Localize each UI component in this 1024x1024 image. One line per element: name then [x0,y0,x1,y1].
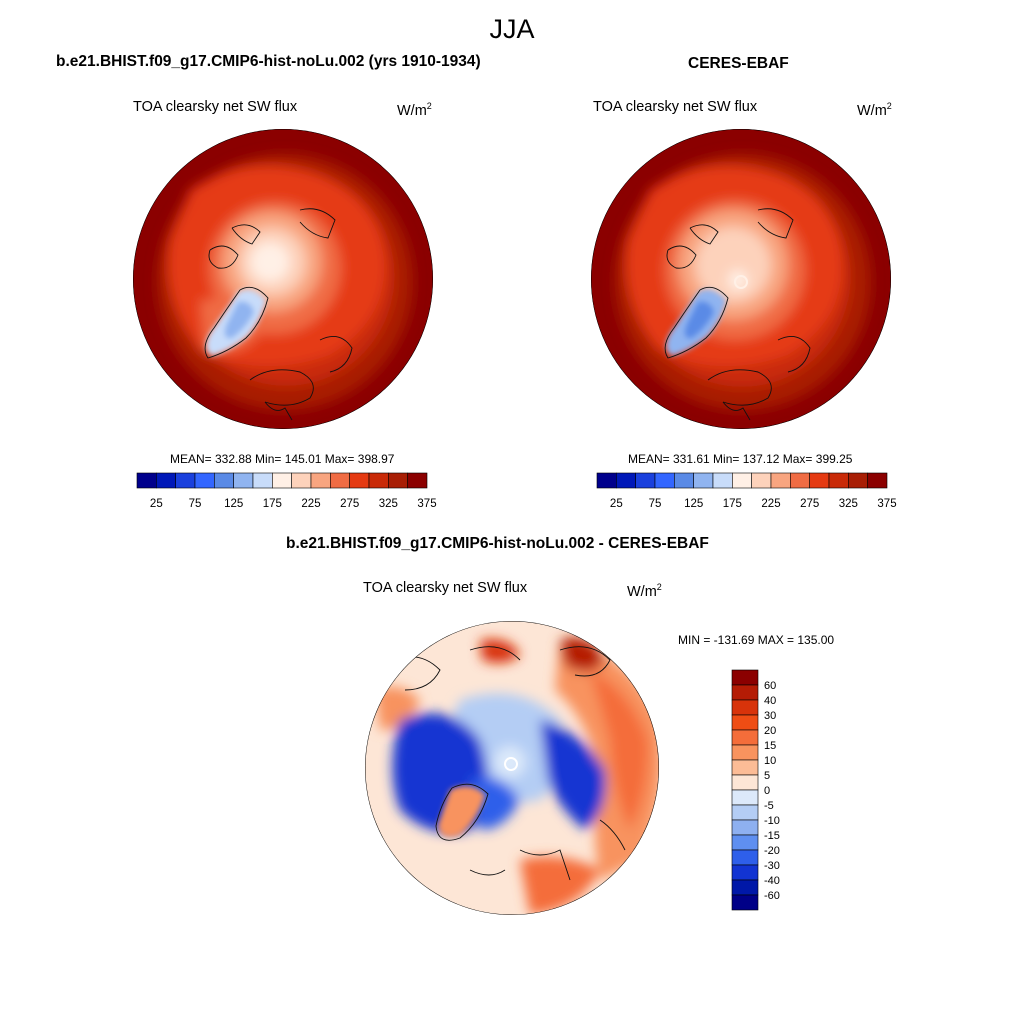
colorbar-swatch [790,472,810,489]
colorbar-label: 5 [764,770,770,782]
colorbar-swatch [616,472,636,489]
colorbar-label: -5 [764,800,774,812]
colorbar-swatch [731,729,759,746]
colorbar-label: -20 [764,845,780,857]
colorbar-tick-label: 75 [649,498,662,510]
colorbar-swatch [136,472,157,489]
colorbar-swatch [731,894,759,911]
colorbar-tick-label: 375 [877,498,896,510]
colorbar-swatch [388,472,408,489]
colorbar-swatch [809,472,830,489]
colorbar-swatch [712,472,733,489]
colorbar-swatch [291,472,312,489]
colorbar-tick-label: 375 [417,498,436,510]
colorbar-swatch [310,472,331,489]
colorbar-swatch [731,699,759,716]
colorbar-tick-label: 25 [150,498,163,510]
panel-3-colorbar: 60 40 30 20 15 10 5 0 -5 -10 -15 -20 -30 -40 -60 [731,669,780,911]
panel-1-stats: MEAN= 332.88 Min= 145.01 Max= 398.97 [170,452,395,466]
colorbar-swatch [693,472,714,489]
panel-2-stats: MEAN= 331.61 Min= 137.12 Max= 399.25 [628,452,853,466]
colorbar-swatch [175,472,196,489]
colorbar-swatch [731,879,759,896]
colorbar-label: 15 [764,740,776,752]
colorbar-swatch [596,472,617,489]
colorbar-label: -10 [764,815,780,827]
colorbar-swatch [674,472,694,489]
colorbar-tick-label: 275 [340,498,359,510]
colorbar-swatch [368,472,389,489]
figure-title: JJA [489,14,535,44]
panel-3-title: b.e21.BHIST.f09_g17.CMIP6-hist-noLu.002 … [286,535,709,552]
colorbar-swatch [214,472,234,489]
colorbar-label: 10 [764,755,776,767]
colorbar-swatch [828,472,849,489]
colorbar-swatch [407,472,428,489]
colorbar-label: 20 [764,725,776,737]
colorbar-swatch [732,472,752,489]
colorbar-tick-label: 25 [610,498,623,510]
colorbar-swatch [252,472,273,489]
colorbar-swatch [731,684,759,701]
colorbar-swatch [731,759,759,776]
colorbar-tick-label: 225 [301,498,320,510]
panel-3-units: W/m2 [627,582,662,600]
colorbar-tick-label: 125 [684,498,703,510]
colorbar-swatch [349,472,370,489]
colorbar-label: -30 [764,860,780,872]
colorbar-tick-label: 75 [189,498,202,510]
panel-3-map [365,621,659,915]
colorbar-label: -40 [764,875,780,887]
colorbar-swatch [751,472,772,489]
colorbar-swatch [848,472,868,489]
colorbar-swatch [194,472,215,489]
panel-1-title: b.e21.BHIST.f09_g17.CMIP6-hist-noLu.002 … [56,53,481,70]
colorbar-label: 40 [764,695,776,707]
colorbar-swatch [731,714,759,731]
colorbar-tick-label: 175 [723,498,742,510]
panel-2-colorbar: 25 75 125 175 225 275 325 375 [596,472,897,510]
colorbar-swatch [731,744,759,761]
colorbar-swatch [156,472,176,489]
colorbar-swatch [654,472,675,489]
colorbar-swatch [330,472,350,489]
colorbar-swatch [731,804,759,821]
panel-2-variable: TOA clearsky net SW flux [593,99,758,115]
colorbar-swatch [233,472,254,489]
colorbar-swatch [731,864,759,881]
colorbar-label: -60 [764,890,780,902]
colorbar-swatch [731,669,759,686]
panel-3-stats: MIN = -131.69 MAX = 135.00 [678,633,835,647]
panel-2-map [591,129,891,429]
colorbar-tick-label: 325 [839,498,858,510]
panel-2-title: CERES-EBAF [688,55,789,72]
colorbar-label: 0 [764,785,770,797]
colorbar-tick-label: 325 [379,498,398,510]
colorbar-swatch [731,819,759,836]
colorbar-label: 60 [764,680,776,692]
colorbar-label: -15 [764,830,780,842]
colorbar-swatch [770,472,791,489]
colorbar-swatch [731,789,759,806]
panel-1-units: W/m2 [397,101,432,119]
colorbar-swatch [731,774,759,791]
colorbar-label: 30 [764,710,776,722]
colorbar-swatch [731,834,759,851]
panel-1-variable: TOA clearsky net SW flux [133,99,298,115]
colorbar-tick-label: 275 [800,498,819,510]
colorbar-swatch [867,472,888,489]
colorbar-swatch [272,472,292,489]
colorbar-tick-label: 175 [263,498,282,510]
panel-1-colorbar: 25 75 125 175 225 275 325 375 [136,472,437,510]
panel-3-variable: TOA clearsky net SW flux [363,580,528,596]
colorbar-tick-label: 125 [224,498,243,510]
colorbar-tick-label: 225 [761,498,780,510]
colorbar-swatch [731,849,759,866]
panel-1-map [133,129,433,429]
panel-2-units: W/m2 [857,101,892,119]
colorbar-swatch [635,472,656,489]
